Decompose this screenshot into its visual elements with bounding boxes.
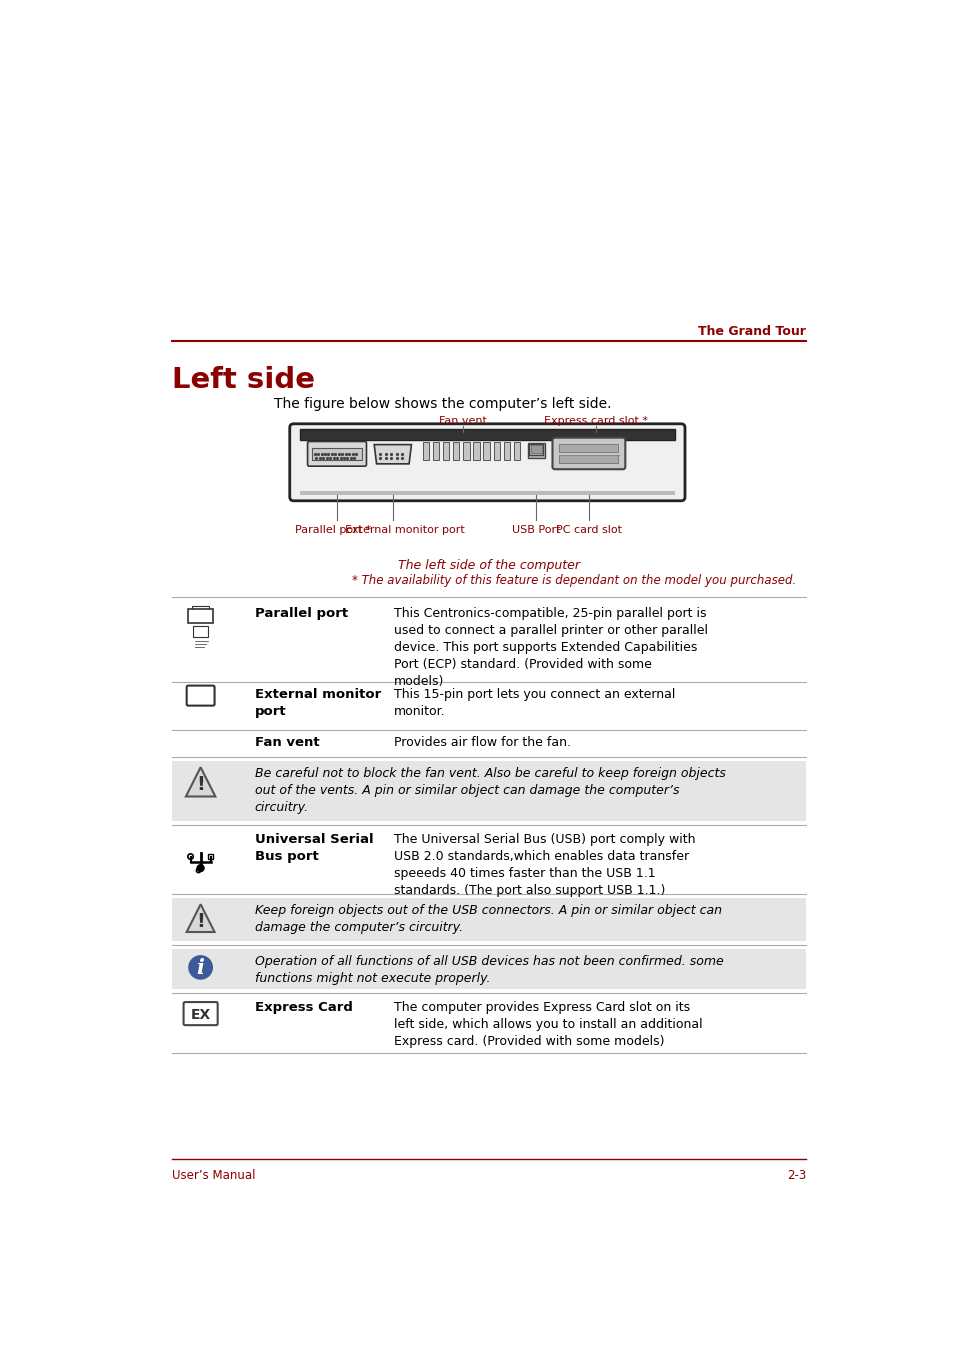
Bar xyxy=(558,444,618,452)
Polygon shape xyxy=(374,444,411,464)
Bar xyxy=(463,441,469,460)
Bar xyxy=(530,446,541,454)
Text: 2-3: 2-3 xyxy=(786,1169,805,1183)
Text: !: ! xyxy=(196,911,205,930)
Bar xyxy=(453,441,459,460)
Text: The left side of the computer: The left side of the computer xyxy=(397,559,579,571)
Text: Fan vent: Fan vent xyxy=(254,736,319,749)
Polygon shape xyxy=(186,767,215,796)
Text: PC card slot: PC card slot xyxy=(556,525,621,536)
Text: Be careful not to block the fan vent. Also be careful to keep foreign objects
ou: Be careful not to block the fan vent. Al… xyxy=(254,767,725,814)
Bar xyxy=(433,441,439,460)
Text: Left side: Left side xyxy=(172,366,314,394)
Text: The Grand Tour: The Grand Tour xyxy=(698,324,805,338)
Text: Operation of all functions of all USB devices has not been confirmed. some
funct: Operation of all functions of all USB de… xyxy=(254,954,723,986)
Bar xyxy=(473,441,479,460)
Bar xyxy=(493,441,499,460)
Bar xyxy=(513,441,519,460)
Text: EX: EX xyxy=(191,1008,211,1022)
Bar xyxy=(443,441,449,460)
Text: The computer provides Express Card slot on its
left side, which allows you to in: The computer provides Express Card slot … xyxy=(394,1002,702,1049)
Text: !: ! xyxy=(196,775,205,794)
FancyBboxPatch shape xyxy=(552,437,624,470)
Bar xyxy=(192,606,209,614)
Text: Parallel port *: Parallel port * xyxy=(294,525,371,536)
Text: * The availability of this feature is dependant on the model you purchased.: * The availability of this feature is de… xyxy=(352,574,795,587)
Bar xyxy=(208,853,213,859)
Circle shape xyxy=(188,954,213,980)
Bar xyxy=(312,448,361,460)
Bar xyxy=(422,441,429,460)
Polygon shape xyxy=(187,904,214,931)
Text: This Centronics-compatible, 25-pin parallel port is
used to connect a parallel p: This Centronics-compatible, 25-pin paral… xyxy=(394,608,708,688)
Text: Express Card: Express Card xyxy=(254,1002,353,1014)
Bar xyxy=(172,949,805,990)
Bar xyxy=(299,429,674,440)
FancyBboxPatch shape xyxy=(183,1002,217,1025)
Bar xyxy=(172,898,805,941)
Bar xyxy=(558,455,618,463)
Text: User’s Manual: User’s Manual xyxy=(172,1169,255,1183)
Text: The figure below shows the computer’s left side.: The figure below shows the computer’s le… xyxy=(274,397,611,410)
Text: Parallel port: Parallel port xyxy=(254,608,348,620)
Text: USB Port: USB Port xyxy=(512,525,559,536)
Bar xyxy=(188,609,213,624)
Bar xyxy=(193,626,208,637)
Text: Universal Serial
Bus port: Universal Serial Bus port xyxy=(254,833,374,864)
Text: Express card slot *: Express card slot * xyxy=(543,416,647,427)
Bar xyxy=(483,441,489,460)
FancyBboxPatch shape xyxy=(290,424,684,501)
Circle shape xyxy=(197,865,204,871)
Text: Fan vent: Fan vent xyxy=(438,416,486,427)
Text: This 15-pin port lets you connect an external
monitor.: This 15-pin port lets you connect an ext… xyxy=(394,688,675,718)
Text: Provides air flow for the fan.: Provides air flow for the fan. xyxy=(394,736,571,749)
Text: The Universal Serial Bus (USB) port comply with
USB 2.0 standards,which enables : The Universal Serial Bus (USB) port comp… xyxy=(394,833,695,898)
Bar xyxy=(527,443,544,459)
Bar xyxy=(299,491,674,494)
Bar xyxy=(503,441,509,460)
Text: External monitor port: External monitor port xyxy=(344,525,464,536)
FancyBboxPatch shape xyxy=(187,686,214,706)
Text: i: i xyxy=(196,958,204,979)
Bar xyxy=(529,444,542,455)
FancyBboxPatch shape xyxy=(307,441,366,466)
Text: Keep foreign objects out of the USB connectors. A pin or similar object can
dama: Keep foreign objects out of the USB conn… xyxy=(254,904,721,934)
Text: External monitor
port: External monitor port xyxy=(254,688,381,718)
Bar xyxy=(172,761,805,821)
